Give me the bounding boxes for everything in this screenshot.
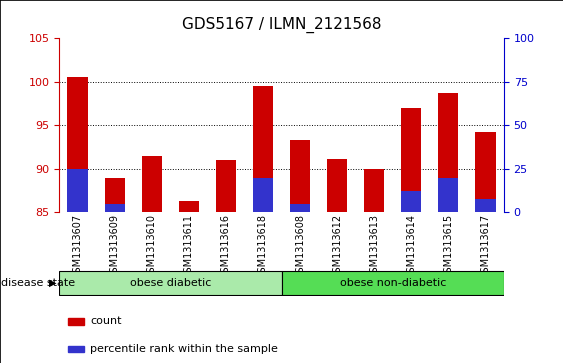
Text: count: count — [90, 316, 122, 326]
Text: GSM1313618: GSM1313618 — [258, 214, 268, 279]
Text: GSM1313617: GSM1313617 — [480, 214, 490, 279]
Text: obese diabetic: obese diabetic — [129, 278, 211, 288]
Bar — [401, 108, 422, 212]
Bar — [327, 159, 347, 212]
Bar — [282, 271, 504, 295]
Bar — [438, 93, 458, 212]
Text: GSM1313613: GSM1313613 — [369, 214, 379, 279]
Bar — [401, 191, 422, 212]
Bar — [68, 346, 83, 352]
Bar — [141, 156, 162, 212]
Text: GSM1313608: GSM1313608 — [295, 214, 305, 279]
Bar — [68, 169, 88, 212]
Text: GDS5167 / ILMN_2121568: GDS5167 / ILMN_2121568 — [182, 16, 381, 33]
Bar — [475, 199, 495, 212]
Bar — [178, 201, 199, 212]
Bar — [364, 169, 385, 212]
Text: percentile rank within the sample: percentile rank within the sample — [90, 344, 278, 354]
Text: GSM1313607: GSM1313607 — [73, 214, 83, 279]
Text: GSM1313616: GSM1313616 — [221, 214, 231, 279]
Bar — [68, 77, 88, 212]
Text: ▶: ▶ — [49, 278, 56, 288]
Bar — [59, 271, 282, 295]
Text: GSM1313609: GSM1313609 — [110, 214, 120, 279]
Text: obese non-diabetic: obese non-diabetic — [339, 278, 446, 288]
Bar — [105, 178, 125, 212]
Text: GSM1313614: GSM1313614 — [406, 214, 416, 279]
Text: GSM1313612: GSM1313612 — [332, 214, 342, 279]
Bar — [438, 178, 458, 212]
Bar — [253, 86, 273, 212]
Text: GSM1313615: GSM1313615 — [443, 214, 453, 279]
Bar — [290, 204, 310, 212]
Text: GSM1313610: GSM1313610 — [147, 214, 157, 279]
Bar — [68, 318, 83, 325]
Bar — [475, 132, 495, 212]
Bar — [105, 204, 125, 212]
Bar — [290, 140, 310, 212]
Text: GSM1313611: GSM1313611 — [184, 214, 194, 279]
Bar — [253, 178, 273, 212]
Text: disease state: disease state — [1, 278, 75, 288]
Bar — [216, 160, 236, 212]
